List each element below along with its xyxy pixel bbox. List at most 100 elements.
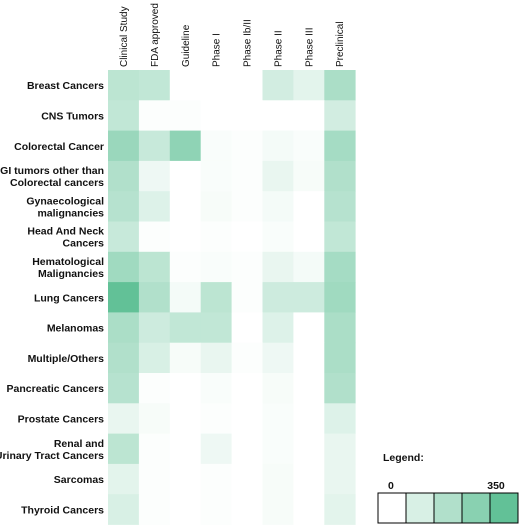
- cell-lung-cancers-fda-approved: [138, 282, 171, 313]
- cell-gynaecological-malignancies-fda-approved: [138, 191, 171, 222]
- cell-prostate-cancers-phase-i: [200, 403, 232, 434]
- cell-gynaecological-malignancies-phase-ii: [262, 191, 294, 222]
- cell-renal-and-urinary-tract-cancers-fda-approved: [138, 433, 171, 465]
- cell-gynaecological-malignancies-guideline: [169, 191, 202, 222]
- column-label-phase-i: Phase I: [212, 33, 223, 67]
- cell-cns-tumors-phase-ii: [262, 100, 294, 131]
- cell-melanomas-clinical-study: [108, 312, 140, 344]
- legend-swatch-1: [405, 492, 435, 524]
- cell-gynaecological-malignancies-phase-i: [200, 191, 232, 222]
- cell-prostate-cancers-fda-approved: [138, 403, 171, 434]
- row-label-lung-cancers: Lung Cancers: [34, 292, 104, 304]
- cell-gynaecological-malignancies-phase-ib-ii: [231, 191, 263, 222]
- row-label-cns-tumors: CNS Tumors: [41, 111, 104, 123]
- column-label-preclinical: Preclinical: [335, 21, 346, 67]
- cell-multiple-others-preclinical: [324, 342, 356, 374]
- cell-lung-cancers-phase-ib-ii: [231, 282, 263, 313]
- row-label-renal-and-urinary-tract-cancers: Renal and Urinary Tract Cancers: [0, 438, 104, 462]
- cell-sarcomas-preclinical: [324, 463, 356, 495]
- cell-colorectal-cancer-fda-approved: [138, 130, 171, 162]
- cell-hematological-malignancies-preclinical: [324, 251, 356, 283]
- row-label-pancreatic-cancers: Pancreatic Cancers: [7, 383, 105, 395]
- cell-cns-tumors-preclinical: [324, 100, 356, 131]
- cell-head-and-neck-cancers-phase-iii: [293, 221, 325, 253]
- cell-head-and-neck-cancers-preclinical: [324, 221, 356, 253]
- cell-cns-tumors-guideline: [169, 100, 202, 131]
- legend-max-label: 350: [487, 480, 505, 492]
- cell-renal-and-urinary-tract-cancers-phase-iii: [293, 433, 325, 465]
- cell-renal-and-urinary-tract-cancers-clinical-study: [108, 433, 140, 465]
- cell-prostate-cancers-clinical-study: [108, 403, 140, 434]
- cell-breast-cancers-clinical-study: [108, 70, 140, 101]
- cell-thyroid-cancers-phase-ib-ii: [231, 494, 263, 525]
- cell-thyroid-cancers-guideline: [169, 494, 202, 525]
- cell-cns-tumors-fda-approved: [138, 100, 171, 131]
- cell-renal-and-urinary-tract-cancers-phase-i: [200, 433, 232, 465]
- cell-colorectal-cancer-phase-i: [200, 130, 232, 162]
- cell-lung-cancers-phase-iii: [293, 282, 325, 313]
- cell-sarcomas-phase-i: [200, 463, 232, 495]
- cell-breast-cancers-phase-iii: [293, 70, 325, 101]
- cell-colorectal-cancer-phase-ib-ii: [231, 130, 263, 162]
- cell-renal-and-urinary-tract-cancers-phase-ii: [262, 433, 294, 465]
- cell-pancreatic-cancers-phase-iii: [293, 373, 325, 404]
- cell-pancreatic-cancers-guideline: [169, 373, 202, 404]
- column-label-phase-iii: Phase III: [304, 28, 315, 67]
- cell-sarcomas-clinical-study: [108, 463, 140, 495]
- row-labels: Breast Cancers CNS Tumors Colorectal Cance…: [0, 80, 104, 516]
- cell-pancreatic-cancers-preclinical: [324, 373, 356, 404]
- cell-breast-cancers-phase-i: [200, 70, 232, 101]
- legend-swatch-0: [377, 492, 407, 524]
- cell-sarcomas-fda-approved: [138, 463, 171, 495]
- cell-multiple-others-fda-approved: [138, 342, 171, 374]
- column-label-clinical-study: Clinical Study: [119, 6, 130, 67]
- cell-breast-cancers-phase-ib-ii: [231, 70, 263, 101]
- cell-colorectal-cancer-clinical-study: [108, 130, 140, 162]
- cell-melanomas-phase-i: [200, 312, 232, 344]
- cell-thyroid-cancers-phase-i: [200, 494, 232, 525]
- cell-breast-cancers-fda-approved: [138, 70, 171, 101]
- row-label-gi-tumors-other-than-colorectal-cancers: GI tumors other than Colorectal cancers: [0, 165, 104, 189]
- cell-hematological-malignancies-clinical-study: [108, 251, 140, 283]
- cell-breast-cancers-preclinical: [324, 70, 356, 101]
- cell-multiple-others-phase-iii: [293, 342, 325, 374]
- cell-hematological-malignancies-fda-approved: [138, 251, 171, 283]
- cell-hematological-malignancies-phase-i: [200, 251, 232, 283]
- cell-gynaecological-malignancies-clinical-study: [108, 191, 140, 222]
- cell-thyroid-cancers-preclinical: [324, 494, 356, 525]
- row-label-head-and-neck-cancers: Head And Neck Cancers: [27, 226, 104, 250]
- cell-multiple-others-phase-i: [200, 342, 232, 374]
- legend-swatches: [377, 492, 519, 524]
- cell-gi-tumors-other-than-colorectal-cancers-phase-i: [200, 160, 232, 192]
- cell-cns-tumors-phase-iii: [293, 100, 325, 131]
- cell-hematological-malignancies-guideline: [169, 251, 202, 283]
- legend-min-label: 0: [388, 480, 394, 492]
- column-label-phase-ii: Phase II: [273, 30, 284, 67]
- cell-colorectal-cancer-phase-ii: [262, 130, 294, 162]
- cell-head-and-neck-cancers-clinical-study: [108, 221, 140, 253]
- cell-lung-cancers-guideline: [169, 282, 202, 313]
- legend-title: Legend:: [383, 452, 424, 464]
- cell-gi-tumors-other-than-colorectal-cancers-guideline: [169, 160, 202, 192]
- cell-prostate-cancers-phase-ib-ii: [231, 403, 263, 434]
- cell-head-and-neck-cancers-fda-approved: [138, 221, 171, 253]
- cell-gynaecological-malignancies-preclinical: [324, 191, 356, 222]
- cell-prostate-cancers-guideline: [169, 403, 202, 434]
- column-label-fda-approved: FDA approved: [150, 3, 161, 67]
- cell-renal-and-urinary-tract-cancers-guideline: [169, 433, 202, 465]
- cell-melanomas-guideline: [169, 312, 202, 344]
- legend-swatch-4: [489, 492, 519, 524]
- cell-multiple-others-guideline: [169, 342, 202, 374]
- column-label-guideline: Guideline: [181, 24, 192, 67]
- cell-renal-and-urinary-tract-cancers-phase-ib-ii: [231, 433, 263, 465]
- cell-gi-tumors-other-than-colorectal-cancers-clinical-study: [108, 160, 140, 192]
- cell-sarcomas-guideline: [169, 463, 202, 495]
- cell-gi-tumors-other-than-colorectal-cancers-fda-approved: [138, 160, 171, 192]
- heatmap-cells: [108, 70, 356, 525]
- cell-gi-tumors-other-than-colorectal-cancers-phase-ii: [262, 160, 294, 192]
- cell-prostate-cancers-preclinical: [324, 403, 356, 434]
- row-label-thyroid-cancers: Thyroid Cancers: [21, 504, 104, 516]
- row-label-prostate-cancers: Prostate Cancers: [18, 413, 105, 425]
- cell-head-and-neck-cancers-phase-i: [200, 221, 232, 253]
